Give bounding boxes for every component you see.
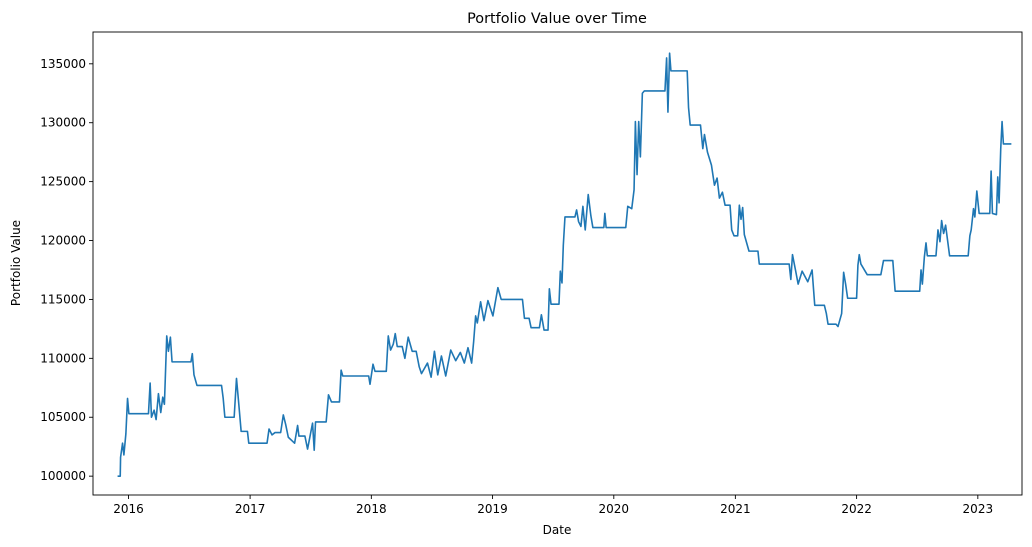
x-tick-label: 2018: [356, 502, 387, 516]
x-tick-label: 2019: [477, 502, 508, 516]
chart-title: Portfolio Value over Time: [467, 11, 647, 27]
y-axis-title: Portfolio Value: [9, 220, 23, 306]
x-tick-label: 2020: [599, 502, 630, 516]
y-tick-label: 135000: [40, 57, 86, 71]
series-group: [117, 52, 1012, 477]
x-tick-label: 2022: [841, 502, 872, 516]
plot-frame: [92, 31, 1023, 496]
y-tick-label: 100000: [40, 469, 86, 483]
y-tick-label: 115000: [40, 292, 86, 306]
y-tick-label: 105000: [40, 410, 86, 424]
y-tick-label: 120000: [40, 234, 86, 248]
series-line: [117, 52, 1012, 477]
x-tick-label: 2021: [720, 502, 751, 516]
x-tick-label: 2016: [113, 502, 144, 516]
y-tick-label: 110000: [40, 351, 86, 365]
x-tick-label: 2023: [963, 502, 994, 516]
x-tick-label: 2017: [235, 502, 266, 516]
x-axis: 2016 2017 2018 2019 2020 2021 2022 2023: [113, 495, 993, 516]
y-axis: 100000 105000 110000 115000 120000 125000 1300…: [40, 57, 93, 483]
plot-area: 2016 2017 2018 2019 2020 2021 2022 2023 1000001…: [40, 31, 1023, 516]
x-axis-title: Date: [543, 523, 572, 537]
y-tick-label: 125000: [40, 175, 86, 189]
y-tick-label: 130000: [40, 116, 86, 130]
